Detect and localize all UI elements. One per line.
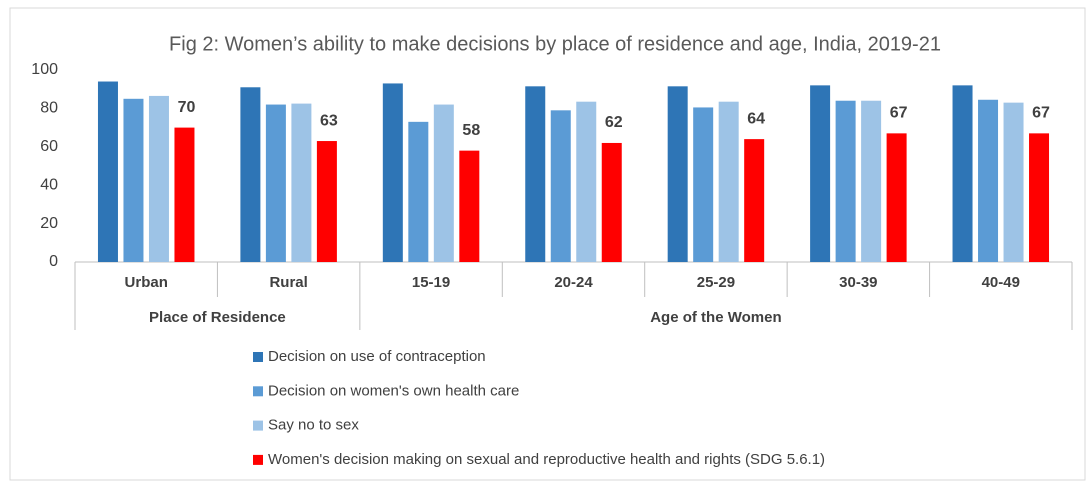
bar	[433, 104, 454, 262]
chart-title: Fig 2: Women’s ability to make decisions…	[169, 33, 941, 55]
y-tick-label: 80	[40, 100, 58, 117]
data-label: 70	[178, 99, 196, 116]
bar	[601, 142, 622, 262]
legend-swatch	[253, 386, 263, 397]
legend-swatch	[253, 454, 263, 465]
bar	[316, 141, 337, 262]
x-tick-label: Urban	[125, 274, 168, 291]
y-tick-label: 100	[31, 61, 58, 78]
x-tick-label: Rural	[269, 274, 307, 291]
bar	[576, 101, 597, 263]
group-label: Place of Residence	[149, 309, 286, 326]
bar	[1029, 133, 1050, 262]
bar	[952, 85, 973, 262]
data-label: 64	[747, 110, 765, 127]
y-tick-label: 0	[49, 253, 58, 270]
group-label: Age of the Women	[650, 309, 781, 326]
legend-swatch	[253, 352, 263, 362]
bar	[408, 121, 429, 262]
bar	[265, 104, 286, 262]
bar	[978, 99, 999, 262]
bar	[123, 98, 144, 262]
bar	[835, 100, 856, 262]
y-tick-label: 60	[40, 138, 58, 155]
legend-label: Women's decision making on sexual and re…	[268, 451, 825, 468]
x-tick-label: 40-49	[982, 274, 1020, 291]
chart-border	[9, 7, 1086, 481]
bar	[240, 87, 261, 262]
bar	[459, 150, 480, 262]
y-tick-label: 40	[40, 176, 58, 193]
x-tick-label: 20-24	[554, 274, 593, 291]
legend-label: Decision on use of contraception	[268, 348, 486, 365]
bar	[148, 95, 169, 262]
bar	[810, 85, 831, 262]
data-label: 62	[605, 114, 623, 131]
bar	[550, 110, 571, 262]
bar	[718, 101, 739, 263]
bar	[174, 127, 195, 262]
bar	[525, 86, 546, 262]
data-label: 58	[462, 122, 480, 139]
x-tick-label: 30-39	[839, 274, 877, 291]
data-label: 63	[320, 112, 338, 129]
bar	[667, 86, 688, 262]
data-label: 67	[890, 105, 908, 122]
bar	[693, 107, 714, 262]
legend-swatch	[253, 420, 263, 431]
bar	[97, 81, 118, 263]
bar	[861, 100, 882, 262]
bar	[382, 83, 403, 262]
bar	[886, 133, 907, 262]
y-tick-label: 20	[40, 215, 58, 232]
x-tick-label: 25-29	[697, 274, 735, 291]
bar	[744, 139, 765, 262]
legend-label: Decision on women's own health care	[268, 382, 519, 399]
data-label: 67	[1032, 105, 1050, 122]
x-tick-label: 15-19	[412, 274, 450, 291]
bar	[1003, 102, 1024, 262]
bar	[291, 103, 312, 262]
legend-label: Say no to sex	[268, 417, 359, 434]
